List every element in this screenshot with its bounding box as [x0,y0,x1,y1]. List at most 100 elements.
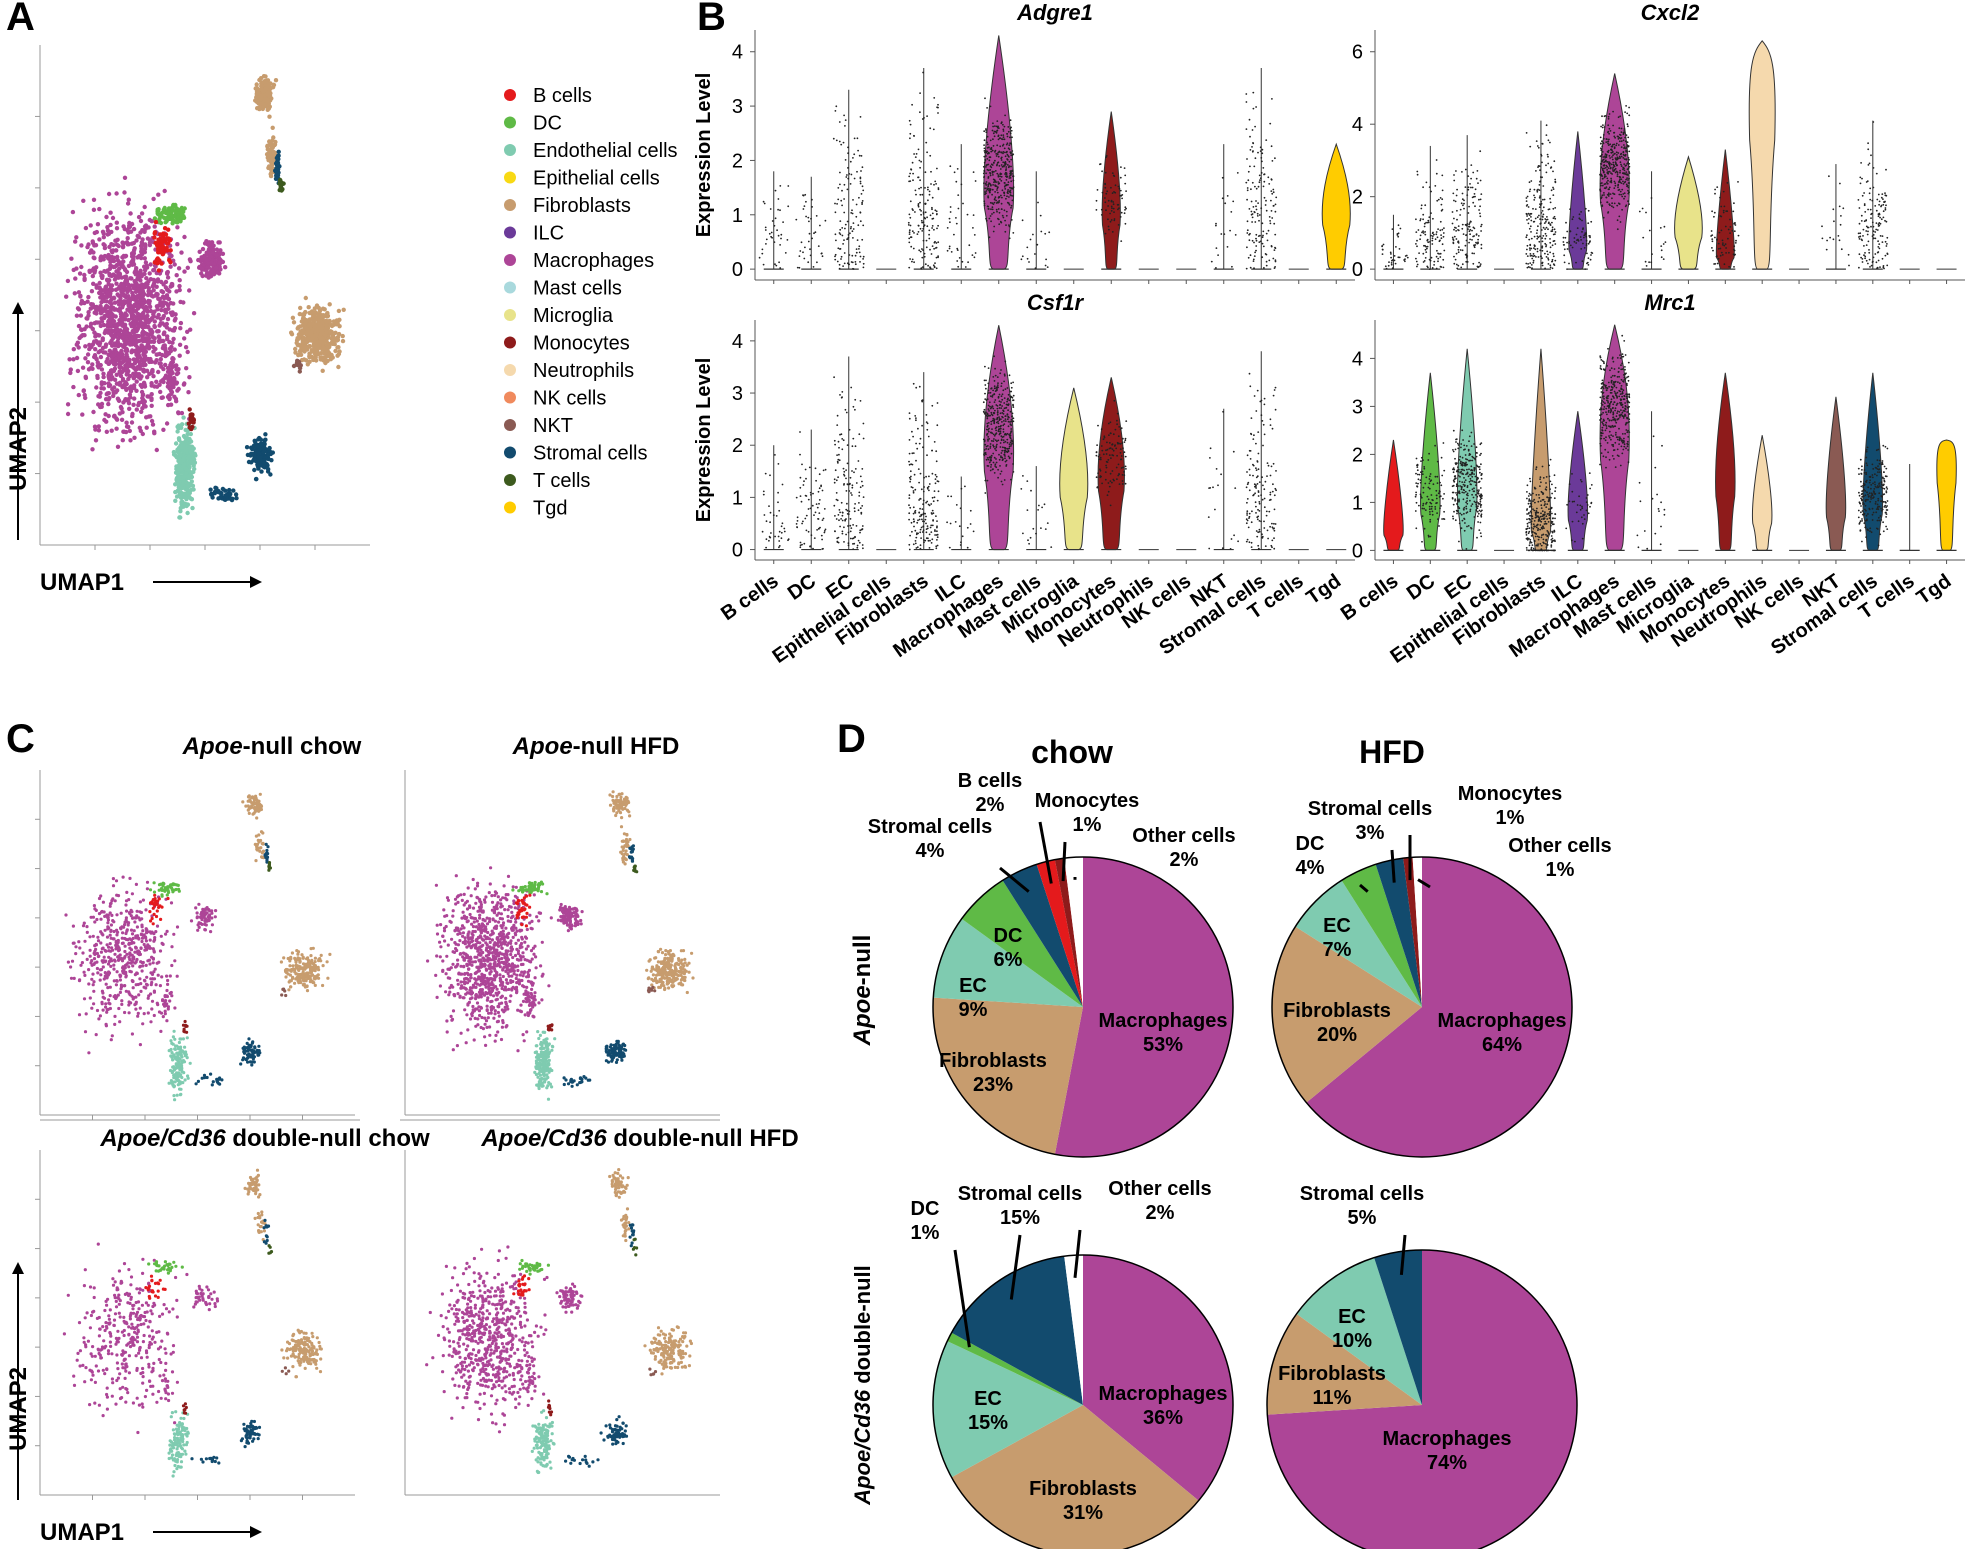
jitter-point [1533,194,1535,197]
jitter-point [923,117,925,119]
jitter-point [1549,241,1552,244]
jitter-point [1107,225,1110,228]
jitter-point [1104,232,1107,235]
jitter-point [1437,228,1439,231]
jitter-point [1010,219,1013,221]
jitter-point [838,267,841,270]
umap-cell [325,313,330,318]
jitter-point [971,254,974,256]
umap-cell [178,320,184,326]
umap-cell [313,317,318,322]
jitter-point [1600,148,1603,151]
jitter-point [1251,146,1253,148]
jitter-point [1007,130,1010,133]
umap-cell [216,490,221,495]
jitter-point [1473,246,1476,249]
umap-cell [273,78,279,83]
umap-cell [100,309,106,314]
jitter-point [1622,180,1624,183]
umap-cell [90,302,96,307]
jitter-point [1226,195,1229,197]
jitter-point [1573,237,1576,239]
umap-cell [218,248,223,253]
umap-cell [259,469,264,474]
panel-letter-b: B [697,0,726,39]
umap-cell [121,429,127,434]
jitter-point [1111,172,1114,175]
umap-cell [314,358,319,363]
umap-cell [177,466,182,471]
jitter-point [1010,126,1012,129]
umap-cell [101,322,107,328]
jitter-point [1455,194,1458,197]
jitter-point [1252,107,1255,110]
jitter-point [989,165,992,168]
jitter-point [1422,218,1424,221]
umap-cell [142,256,147,261]
jitter-point [1579,236,1582,238]
umap-cell [114,426,119,431]
umap-cell [128,438,133,443]
jitter-point [1625,105,1627,107]
umap-cell [162,188,167,194]
umap-cell [111,385,117,390]
jitter-point [1538,240,1541,243]
jitter-point [1270,199,1272,202]
jitter-point [1457,248,1460,251]
jitter-point [1536,247,1539,250]
umap-cell [155,307,160,312]
jitter-point [1539,222,1542,225]
y-tick-label: 6 [1352,42,1363,64]
umap-cell [90,362,95,367]
jitter-point [1249,266,1252,269]
jitter-point [1528,190,1531,193]
jitter-point [949,206,952,208]
jitter-point [1576,227,1579,230]
jitter-point [855,215,858,218]
jitter-point [850,173,853,176]
jitter-point [983,202,986,205]
umap-cell [263,437,268,442]
umap-cell [113,356,118,362]
jitter-point [1435,267,1438,270]
umap-cell [133,289,139,294]
jitter-point [1032,233,1034,236]
jitter-point [1419,238,1421,241]
jitter-point [1436,249,1438,252]
jitter-point [1435,255,1438,258]
jitter-point [1530,180,1533,182]
legend-item: Macrophages [533,250,654,272]
umap-cell [175,225,180,230]
jitter-point [838,140,841,143]
jitter-point [989,171,991,174]
jitter-point [1107,199,1110,202]
jitter-point [1430,212,1432,215]
umap-cell [131,254,136,259]
jitter-point [910,245,913,248]
umap-cell [71,267,76,273]
jitter-point [1422,252,1425,255]
jitter-point [908,213,911,216]
jitter-point [1573,240,1576,243]
jitter-point [1542,185,1545,187]
umap-cell [148,262,153,267]
jitter-point [1441,198,1444,201]
jitter-point [1416,170,1419,173]
umap-cell [164,236,169,242]
jitter-point [928,229,931,232]
jitter-point [1461,263,1464,266]
umap-cell [120,378,126,383]
jitter-point [1419,234,1422,237]
umap-cell [65,278,71,284]
jitter-point [842,243,844,245]
umap-cell [303,295,308,301]
jitter-point [937,103,939,106]
cluster-stromal-cells [208,485,239,503]
umap-cell [306,305,311,310]
jitter-point [860,155,863,157]
umap-cell [178,452,183,458]
umap-cell [130,262,135,267]
jitter-point [768,232,771,235]
umap-cell [142,283,148,288]
